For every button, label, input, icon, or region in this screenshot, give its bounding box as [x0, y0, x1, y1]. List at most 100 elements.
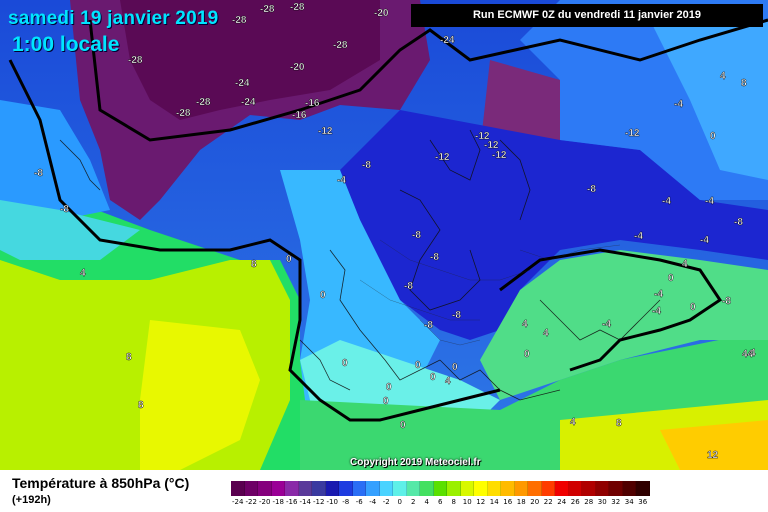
isotherm-label: 0: [430, 372, 436, 383]
scale-label: 4: [424, 498, 429, 506]
isotherm-label: 0: [524, 349, 530, 360]
isotherm-label: -8: [587, 184, 596, 195]
isotherm-label: 0: [342, 358, 348, 369]
scale-label: -24: [232, 498, 244, 506]
color-scale: [231, 481, 650, 496]
isotherm-label: 4: [445, 376, 451, 387]
scale-label: 10: [462, 498, 472, 506]
scale-swatch: [636, 481, 650, 496]
scale-swatch: [258, 481, 272, 496]
zero-isotherm-polar: [88, 18, 768, 142]
isotherm-label: -4: [337, 175, 346, 186]
isotherm-label: 8: [251, 259, 257, 270]
isotherm-label: -12: [475, 131, 490, 142]
scale-label: 12: [476, 498, 486, 506]
isotherm-label: -20: [374, 8, 389, 19]
isotherm-label: -24: [235, 78, 250, 89]
scale-swatch: [231, 481, 245, 496]
scale-swatch: [595, 481, 609, 496]
copyright-notice: Copyright 2019 Meteociel.fr: [350, 457, 481, 468]
scale-swatch: [514, 481, 528, 496]
isotherm-label: 0: [668, 273, 674, 284]
scale-swatch: [298, 481, 312, 496]
scale-label: -22: [245, 498, 257, 506]
isotherm-label: -4: [634, 231, 643, 242]
isotherm-label: -16: [292, 110, 307, 121]
isotherm-label: -8: [424, 320, 433, 331]
scale-label: 6: [438, 498, 443, 506]
scale-swatch: [568, 481, 582, 496]
very-cold-core: [120, 0, 380, 120]
scale-swatch: [420, 481, 434, 496]
forecast-time: 1:00 locale: [12, 33, 120, 56]
isotherm-label: -4: [662, 196, 671, 207]
isotherm-label: -8: [430, 252, 439, 263]
isotherm-label: 0: [320, 290, 326, 301]
scale-label: 22: [543, 498, 553, 506]
isotherm-label: -8: [722, 296, 731, 307]
scale-label: 20: [530, 498, 540, 506]
isotherm-label: -28: [290, 2, 305, 13]
isotherm-label: -28: [196, 97, 211, 108]
isotherm-label: -8: [734, 217, 743, 228]
isotherm-label: 0: [400, 420, 406, 431]
isotherm-label: 0: [386, 382, 392, 393]
scale-swatch: [582, 481, 596, 496]
isotherm-label: -24: [241, 97, 256, 108]
isotherm-label: -24: [440, 35, 455, 46]
isotherm-label: -20: [290, 62, 305, 73]
isotherm-label: -4: [602, 319, 611, 330]
isotherm-label: -4: [700, 235, 709, 246]
map-canvas: -28 -28 -20 -28 -24 -28 -20 -24 -28 -28 …: [0, 0, 768, 470]
isotherm-label: 4: [543, 328, 549, 339]
scale-label: 30: [597, 498, 607, 506]
scale-label: 26: [570, 498, 580, 506]
isotherm-label: -28: [260, 4, 275, 15]
isotherm-label: -4: [705, 196, 714, 207]
isotherm-label: -28: [176, 108, 191, 119]
scale-label: -2: [382, 498, 390, 506]
scale-label: -4: [369, 498, 377, 506]
scale-swatch: [339, 481, 353, 496]
isotherm-label: 0: [452, 362, 458, 373]
scale-swatch: [622, 481, 636, 496]
scale-label: 8: [451, 498, 456, 506]
lead-time: (+192h): [12, 494, 51, 506]
scale-label: 28: [584, 498, 594, 506]
scale-label: 14: [489, 498, 499, 506]
scale-swatch: [271, 481, 285, 496]
sahara-orange: [660, 420, 768, 470]
isotherm-label: 8: [741, 78, 747, 89]
map-footer: Température à 850hPa (°C) (+192h) -24 -22…: [0, 470, 768, 512]
scale-swatch: [379, 481, 393, 496]
scale-swatch: [406, 481, 420, 496]
isotherm-label: 8: [138, 400, 144, 411]
scale-swatch: [460, 481, 474, 496]
scale-swatch: [487, 481, 501, 496]
isotherm-label: 4: [682, 259, 688, 270]
isotherm-label: 0: [286, 254, 292, 265]
isotherm-label: 8: [126, 352, 132, 363]
isotherm-label: -4: [654, 289, 663, 300]
isotherm-label: -8: [34, 168, 43, 179]
scale-swatch: [352, 481, 366, 496]
scale-label: 0: [397, 498, 402, 506]
scale-label: -6: [355, 498, 363, 506]
isotherm-label: -8: [404, 281, 413, 292]
scale-label: 2: [411, 498, 416, 506]
isotherm-label: 4: [80, 268, 86, 279]
isotherm-label: 4: [720, 71, 726, 82]
isotherm-label: -12: [492, 150, 507, 161]
isotherm-label: -4: [674, 99, 683, 110]
borders: [359, 239, 621, 346]
isotherm-label: -8: [452, 310, 461, 321]
yellow-core: [140, 320, 260, 470]
scale-swatch: [433, 481, 447, 496]
isotherm-label: 0: [710, 131, 716, 142]
isotherm-label: -12: [484, 140, 499, 151]
scale-swatch: [325, 481, 339, 496]
isotherm-label: 0: [415, 360, 421, 371]
scale-swatch: [474, 481, 488, 496]
isotherm-label: -28: [128, 55, 143, 66]
scale-swatch: [312, 481, 326, 496]
